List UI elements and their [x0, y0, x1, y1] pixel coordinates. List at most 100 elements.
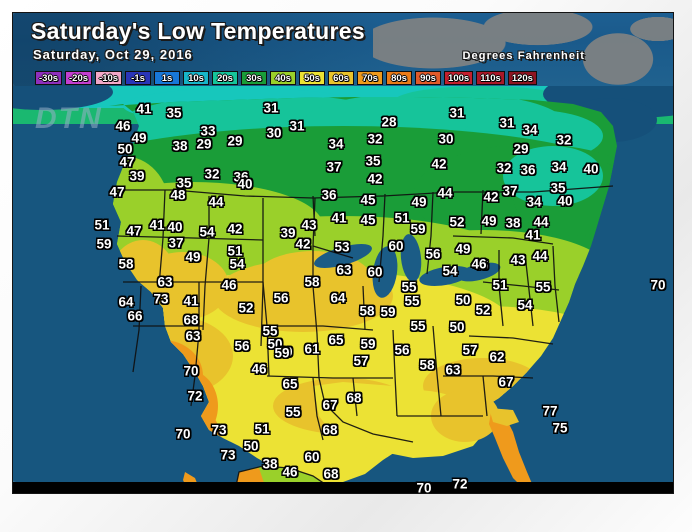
- temp-reading: 34: [551, 159, 567, 175]
- temp-reading: 49: [481, 213, 497, 229]
- temp-reading: 64: [330, 290, 346, 306]
- temp-reading: 52: [449, 214, 465, 230]
- legend-band-30s[interactable]: -30s: [35, 71, 63, 85]
- legend-band-80s[interactable]: 80s: [386, 71, 413, 85]
- temp-reading: 42: [483, 189, 499, 205]
- temp-reading: 30: [438, 131, 454, 147]
- temp-reading: 46: [282, 464, 298, 480]
- temp-reading-bottom: 79: [517, 493, 532, 494]
- temp-reading: 51: [254, 421, 270, 437]
- temp-reading: 38: [172, 138, 188, 154]
- bottom-black-bar: [13, 482, 673, 493]
- temp-reading: 50: [449, 319, 465, 335]
- temp-reading: 29: [227, 133, 243, 149]
- temp-reading: 60: [388, 238, 404, 254]
- temp-reading: 59: [360, 336, 376, 352]
- temp-reading: 46: [473, 257, 489, 273]
- legend-band-90s[interactable]: 90s: [415, 71, 442, 85]
- temp-reading: 46: [221, 277, 237, 293]
- landmass-temperature-bands: [13, 86, 673, 482]
- temp-reading: 31: [263, 100, 279, 116]
- temp-reading: 34: [526, 194, 542, 210]
- temp-reading: 66: [127, 308, 143, 324]
- temp-reading: 47: [126, 223, 142, 239]
- legend-band-110s[interactable]: 110s: [476, 71, 505, 85]
- temperature-map[interactable]: DTN 41 35 31 28 31 31 34 46 49 33 29 29 30 31 32 30 32 50…: [13, 86, 673, 482]
- temp-reading: 42: [227, 221, 243, 237]
- temp-reading: 72: [187, 388, 203, 404]
- legend-band-20s[interactable]: 20s: [212, 71, 239, 85]
- legend-band-30s[interactable]: 30s: [241, 71, 268, 85]
- legend-band-70s[interactable]: 70s: [357, 71, 384, 85]
- temp-reading: 50: [117, 141, 133, 157]
- temp-reading: 38: [505, 215, 521, 231]
- temp-reading: 38: [262, 456, 278, 472]
- temp-reading: 45: [360, 212, 376, 228]
- temp-reading: 55: [404, 293, 420, 309]
- legend-band-50s[interactable]: 50s: [299, 71, 326, 85]
- temp-reading: 77: [542, 403, 558, 419]
- legend-band-40s[interactable]: 40s: [270, 71, 297, 85]
- temp-reading: 37: [502, 183, 518, 199]
- temp-reading: 50: [267, 336, 283, 352]
- temp-reading: 41: [331, 210, 347, 226]
- temp-reading: 55: [410, 318, 426, 334]
- temp-reading: 32: [556, 132, 572, 148]
- temp-reading: 63: [157, 274, 173, 290]
- units-label: Degrees Fahrenheit: [462, 50, 585, 62]
- temp-reading: 68: [322, 422, 338, 438]
- temp-reading: 59: [277, 344, 293, 360]
- temp-reading: 44: [532, 248, 548, 264]
- temp-reading: 52: [238, 300, 254, 316]
- legend-band-1s[interactable]: 1s: [154, 71, 181, 85]
- temp-reading: 63: [445, 362, 461, 378]
- temp-reading: 63: [336, 262, 352, 278]
- temp-reading: 39: [280, 225, 296, 241]
- temp-reading: 42: [367, 171, 383, 187]
- temp-reading: 52: [475, 302, 491, 318]
- temp-reading: 41: [525, 227, 541, 243]
- temp-reading: 58: [419, 357, 435, 373]
- legend-band-120s[interactable]: 120s: [507, 71, 537, 85]
- legend-band-1s[interactable]: -1s: [125, 71, 152, 85]
- page-title: Saturday's Low Temperatures: [31, 18, 365, 44]
- temp-reading: 49: [455, 241, 471, 257]
- legend-band-60s[interactable]: 60s: [328, 71, 355, 85]
- legend-band-100s[interactable]: 100s: [444, 71, 474, 85]
- temp-reading: 43: [510, 252, 526, 268]
- temp-reading: 47: [119, 154, 135, 170]
- forecast-date: Saturday, Oct 29, 2016: [33, 47, 193, 62]
- temp-reading: 42: [295, 236, 311, 252]
- temp-reading: 32: [204, 166, 220, 182]
- temp-reading: 37: [168, 235, 184, 251]
- temp-reading: 55: [285, 404, 301, 420]
- temp-reading: 40: [557, 193, 573, 209]
- temp-reading: 36: [321, 187, 337, 203]
- temp-reading: 59: [96, 236, 112, 252]
- temp-reading: 41: [136, 101, 152, 117]
- temp-reading: 58: [359, 303, 375, 319]
- temp-reading: 70: [183, 363, 199, 379]
- temp-reading: 61: [304, 341, 320, 357]
- legend-band-20s[interactable]: -20s: [65, 71, 93, 85]
- legend-band-10s[interactable]: -10s: [95, 71, 123, 85]
- temp-reading: 56: [234, 338, 250, 354]
- weather-map-frame: Saturday's Low Temperatures Saturday, Oc…: [12, 12, 674, 494]
- temp-reading: 63: [185, 328, 201, 344]
- legend-band-10s[interactable]: 10s: [183, 71, 210, 85]
- temp-reading: 41: [183, 293, 199, 309]
- temp-reading: 45: [360, 192, 376, 208]
- temp-reading: 59: [380, 304, 396, 320]
- temp-reading: 35: [166, 105, 182, 121]
- temp-reading: 31: [499, 115, 515, 131]
- temp-reading: 46: [251, 361, 267, 377]
- temp-reading: 67: [322, 397, 338, 413]
- temp-reading: 36: [233, 169, 249, 185]
- temp-reading: 37: [326, 159, 342, 175]
- temp-reading: 50: [455, 292, 471, 308]
- temp-reading: 73: [153, 291, 169, 307]
- temp-reading: 31: [449, 105, 465, 121]
- temp-reading: 70: [175, 426, 191, 442]
- temp-reading: 34: [522, 122, 538, 138]
